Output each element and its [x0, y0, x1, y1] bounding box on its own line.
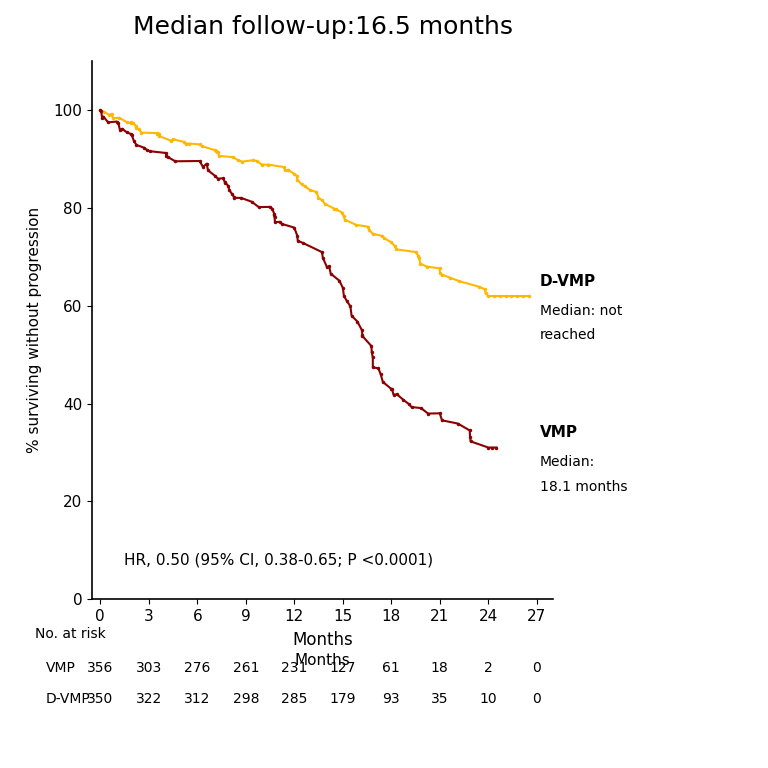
- Text: 10: 10: [479, 692, 497, 706]
- Text: 0: 0: [532, 692, 541, 706]
- Text: 231: 231: [281, 661, 307, 675]
- Text: 322: 322: [136, 692, 162, 706]
- Text: VMP: VMP: [46, 661, 76, 675]
- Text: 261: 261: [233, 661, 259, 675]
- Text: 356: 356: [87, 661, 114, 675]
- Text: 298: 298: [233, 692, 259, 706]
- Text: HR, 0.50 (95% CI, 0.38-0.65; P <0.0001): HR, 0.50 (95% CI, 0.38-0.65; P <0.0001): [124, 553, 434, 568]
- Text: 312: 312: [184, 692, 210, 706]
- Y-axis label: % surviving without progression: % surviving without progression: [28, 207, 42, 453]
- Text: 0: 0: [532, 661, 541, 675]
- Text: 303: 303: [136, 661, 162, 675]
- Text: 61: 61: [382, 661, 400, 675]
- Text: VMP: VMP: [540, 425, 578, 440]
- Text: 2: 2: [484, 661, 492, 675]
- Text: 18: 18: [431, 661, 449, 675]
- Text: Median:: Median:: [540, 455, 595, 469]
- Text: 35: 35: [431, 692, 449, 706]
- Text: 276: 276: [184, 661, 210, 675]
- Text: 350: 350: [87, 692, 114, 706]
- Text: 179: 179: [329, 692, 356, 706]
- X-axis label: Months: Months: [292, 631, 353, 649]
- Text: reached: reached: [540, 328, 597, 342]
- Text: D-VMP: D-VMP: [46, 692, 91, 706]
- Text: No. at risk: No. at risk: [35, 627, 105, 641]
- Text: 93: 93: [382, 692, 400, 706]
- Text: 285: 285: [281, 692, 307, 706]
- Text: Median: not: Median: not: [540, 303, 622, 318]
- Text: Months: Months: [295, 653, 350, 668]
- Title: Median follow-up:16.5 months: Median follow-up:16.5 months: [133, 15, 512, 38]
- Text: 18.1 months: 18.1 months: [540, 480, 627, 494]
- Text: D-VMP: D-VMP: [540, 274, 596, 289]
- Text: 127: 127: [329, 661, 356, 675]
